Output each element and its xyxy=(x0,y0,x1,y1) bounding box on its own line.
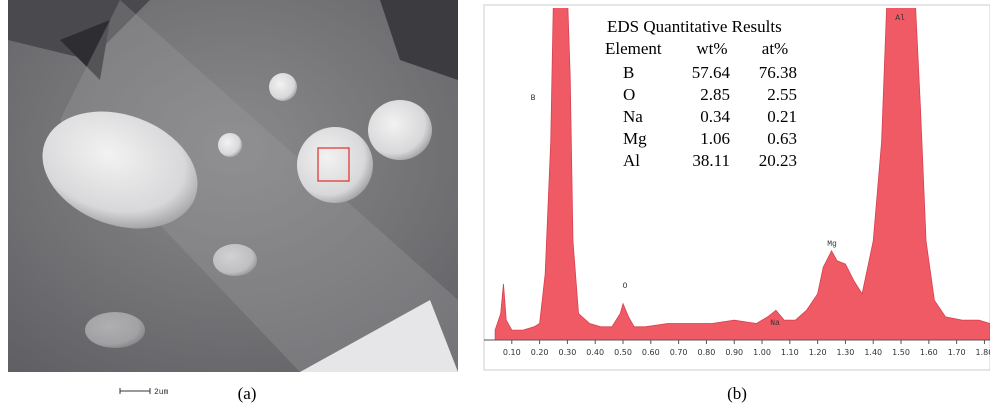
x-tick-label: 0.90 xyxy=(725,348,743,357)
table-cell: 2.55 xyxy=(767,85,797,104)
x-tick-label: 1.20 xyxy=(809,348,827,357)
x-tick-label: 1.70 xyxy=(948,348,966,357)
x-tick-label: 0.10 xyxy=(503,348,521,357)
x-tick-label: 0.50 xyxy=(614,348,632,357)
x-tick-label: 0.70 xyxy=(670,348,688,357)
x-tick-label: 1.40 xyxy=(864,348,882,357)
table-cell: 0.34 xyxy=(700,107,730,126)
sem-image xyxy=(8,0,458,372)
table-cell: O xyxy=(623,85,635,104)
spectrum xyxy=(494,8,990,341)
x-tick-label: 1.50 xyxy=(892,348,910,357)
table-cell: Na xyxy=(623,107,643,126)
peak-label: Al xyxy=(895,14,905,23)
x-tick-label: 1.10 xyxy=(781,348,799,357)
table-cell: Mg xyxy=(623,129,647,148)
spectrum-area xyxy=(494,8,990,341)
peak-label: B xyxy=(531,94,536,103)
peak-label: Na xyxy=(770,319,780,328)
table-header: wt% xyxy=(696,39,727,58)
caption: (b) xyxy=(727,384,747,403)
x-tick-label: 0.40 xyxy=(586,348,604,357)
table-header: Element xyxy=(605,39,662,58)
table-cell: Al xyxy=(623,151,640,170)
x-tick-label: 0.20 xyxy=(531,348,549,357)
caption: (a) xyxy=(238,384,257,403)
x-tick-label: 0.60 xyxy=(642,348,660,357)
table-cell: 1.06 xyxy=(700,129,730,148)
table-cell: 76.38 xyxy=(759,63,797,82)
scale-bar-label: 2um xyxy=(154,388,169,397)
table-header: at% xyxy=(762,39,788,58)
peak-label: O xyxy=(623,282,628,291)
table-cell: B xyxy=(623,63,634,82)
x-tick-label: 1.30 xyxy=(837,348,855,357)
table-cell: 38.11 xyxy=(692,151,730,170)
x-tick-label: 0.80 xyxy=(698,348,716,357)
x-tick-label: 1.00 xyxy=(753,348,771,357)
peak-label: Mg xyxy=(827,240,837,249)
x-tick-label: 1.60 xyxy=(920,348,938,357)
x-tick-label: 0.30 xyxy=(559,348,577,357)
table-cell: 0.21 xyxy=(767,107,797,126)
table-title: EDS Quantitative Results xyxy=(607,17,782,36)
table-cell: 57.64 xyxy=(692,63,731,82)
table-cell: 0.63 xyxy=(767,129,797,148)
table-cell: 2.85 xyxy=(700,85,730,104)
table-cell: 20.23 xyxy=(759,151,797,170)
x-tick-label: 1.80 xyxy=(976,348,990,357)
